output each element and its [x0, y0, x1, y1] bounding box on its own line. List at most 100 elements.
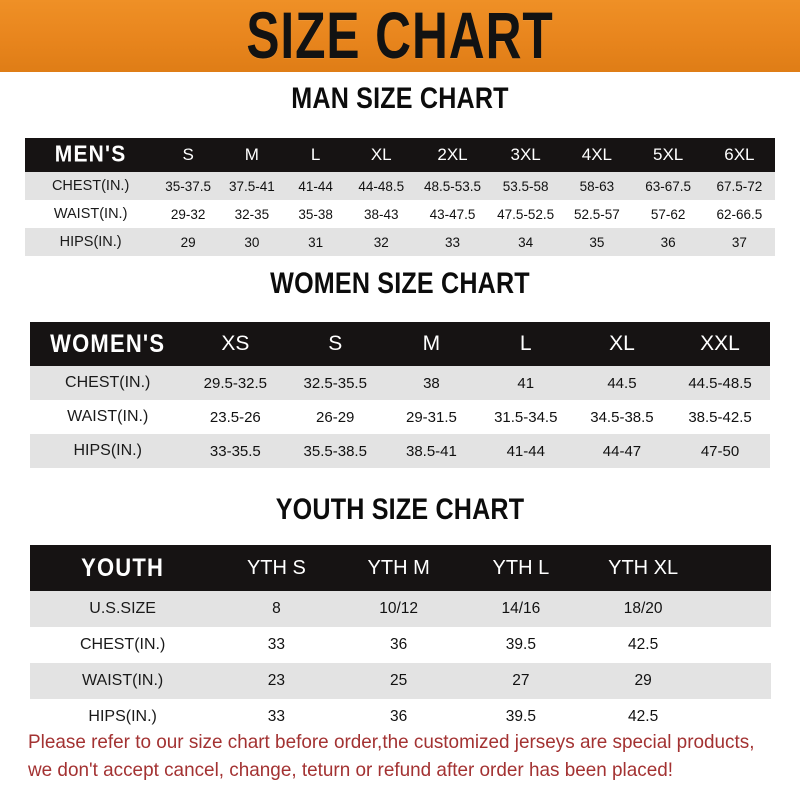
youth-row-label-chest: CHEST(IN.) [79, 636, 166, 653]
youth-chest-yths: 33 [267, 636, 286, 653]
youth-hips-ythl: 39.5 [505, 708, 536, 725]
men-hips-6xl: 37 [731, 234, 747, 250]
women-chest-xl: 44.5 [607, 374, 637, 392]
women-chest-xs: 29.5-32.5 [203, 374, 268, 392]
men-col-5xl: 5XL [653, 145, 684, 164]
women-size-table: WOMEN'S XS S M L XL XXL CHEST(IN.) 29.5-… [30, 322, 770, 468]
table-row: CHEST(IN.) 35-37.5 37.5-41 41-44 44-48.5… [25, 172, 775, 200]
women-waist-m: 29-31.5 [405, 408, 457, 426]
women-hips-xl: 44-47 [602, 442, 642, 460]
women-col-xl: XL [609, 332, 635, 355]
men-hips-l: 31 [308, 234, 324, 250]
men-row-label-chest: CHEST(IN.) [51, 178, 130, 194]
youth-chest-ythm: 36 [390, 636, 408, 653]
men-hips-m: 30 [244, 234, 260, 250]
man-section-title: MAN SIZE CHART [291, 81, 509, 115]
youth-waist-yths: 23 [267, 672, 286, 689]
men-header-row: MEN'S S M L XL 2XL 3XL 4XL 5XL 6XL [25, 138, 775, 172]
youth-header-row: YOUTH YTH S YTH M YTH L YTH XL [30, 545, 771, 591]
men-chest-5xl: 63-67.5 [645, 178, 692, 194]
page-banner: SIZE CHART [0, 0, 800, 72]
youth-col-spacer [704, 545, 771, 591]
youth-section-title: YOUTH SIZE CHART [275, 492, 525, 526]
women-table-body: CHEST(IN.) 29.5-32.5 32.5-35.5 38 41 44.… [30, 366, 770, 468]
women-waist-xxl: 38.5-42.5 [688, 408, 752, 426]
youth-col-ythl: YTH L [492, 556, 550, 579]
table-row: HIPS(IN.) 33-35.5 35.5-38.5 38.5-41 41-4… [30, 434, 770, 468]
men-hips-2xl: 33 [444, 234, 461, 250]
men-hips-3xl: 34 [518, 234, 534, 250]
men-chest-l: 41-44 [298, 178, 333, 194]
men-chest-s: 35-37.5 [165, 178, 212, 194]
men-col-3xl: 3XL [510, 145, 541, 164]
women-section-title: WOMEN SIZE CHART [270, 266, 530, 300]
men-row-label-waist: WAIST(IN.) [53, 206, 128, 222]
women-hips-xxl: 47-50 [700, 442, 740, 460]
women-hips-m: 38.5-41 [405, 442, 457, 460]
women-col-s: S [328, 332, 343, 355]
women-hips-l: 41-44 [506, 442, 545, 460]
youth-hips-yths: 33 [267, 708, 286, 725]
youth-chest-ythxl: 42.5 [628, 636, 659, 653]
men-waist-6xl: 62-66.5 [716, 206, 763, 222]
women-col-xxl: XXL [700, 332, 740, 355]
youth-ussize-ythxl: 18/20 [623, 600, 663, 617]
women-row-label-waist: WAIST(IN.) [67, 408, 149, 425]
men-col-m: M [244, 145, 259, 164]
women-waist-xl: 34.5-38.5 [590, 408, 654, 426]
men-col-s: S [182, 145, 194, 164]
women-col-xs: XS [221, 332, 250, 355]
youth-size-table: YOUTH YTH S YTH M YTH L YTH XL U.S.SIZE … [30, 545, 771, 735]
men-waist-3xl: 47.5-52.5 [497, 206, 555, 222]
youth-row-label-hips: HIPS(IN.) [88, 708, 157, 725]
women-row-label-chest: CHEST(IN.) [65, 374, 151, 391]
youth-hips-ythxl: 42.5 [628, 708, 659, 725]
women-waist-xs: 23.5-26 [209, 408, 261, 426]
table-row: U.S.SIZE 8 10/12 14/16 18/20 [30, 591, 771, 627]
youth-ussize-yths: 8 [272, 600, 281, 617]
table-row: CHEST(IN.) 33 36 39.5 42.5 [30, 627, 771, 663]
footer-line-1: Please refer to our size chart before or… [28, 731, 755, 753]
women-table-header: WOMEN'S XS S M L XL XXL [30, 322, 770, 366]
youth-cell-spacer [704, 663, 771, 699]
men-waist-2xl: 43-47.5 [429, 206, 476, 222]
women-hips-xs: 33-35.5 [209, 442, 261, 460]
youth-waist-ythxl: 29 [634, 672, 652, 689]
women-chest-xxl: 44.5-48.5 [688, 374, 752, 392]
women-col-m: M [422, 332, 441, 355]
men-table-body: CHEST(IN.) 35-37.5 37.5-41 41-44 44-48.5… [25, 172, 775, 256]
table-row: CHEST(IN.) 29.5-32.5 32.5-35.5 38 41 44.… [30, 366, 770, 400]
men-col-2xl: 2XL [437, 145, 468, 164]
men-col-4xl: 4XL [581, 145, 612, 164]
men-chest-6xl: 67.5-72 [716, 178, 763, 194]
footer-line-2: we don't accept cancel, change, teturn o… [28, 759, 674, 781]
youth-hips-ythm: 36 [390, 708, 408, 725]
youth-col-ythm: YTH M [367, 556, 430, 579]
youth-corner-label: YOUTH [81, 553, 165, 582]
women-waist-l: 31.5-34.5 [494, 408, 558, 426]
men-hips-5xl: 36 [660, 234, 676, 250]
men-chest-m: 37.5-41 [228, 178, 275, 194]
youth-cell-spacer [704, 591, 771, 627]
youth-row-label-waist: WAIST(IN.) [82, 672, 164, 689]
men-corner-label: MEN'S [54, 141, 127, 168]
men-table-header: MEN'S S M L XL 2XL 3XL 4XL 5XL 6XL [25, 138, 775, 172]
youth-col-ythxl: YTH XL [608, 556, 679, 579]
men-chest-xl: 44-48.5 [358, 178, 405, 194]
men-waist-s: 29-32 [170, 206, 206, 222]
men-hips-s: 29 [180, 234, 196, 250]
footer-disclaimer: Please refer to our size chart before or… [28, 728, 754, 784]
men-row-label-hips: HIPS(IN.) [59, 234, 122, 250]
women-col-l: L [519, 332, 532, 355]
men-waist-4xl: 52.5-57 [573, 206, 620, 222]
women-waist-s: 26-29 [316, 408, 355, 426]
table-row: WAIST(IN.) 29-32 32-35 35-38 38-43 43-47… [25, 200, 775, 228]
banner-title: SIZE CHART [246, 0, 554, 72]
table-row: HIPS(IN.) 33 36 39.5 42.5 [30, 699, 771, 735]
men-col-l: L [310, 145, 321, 164]
youth-cell-spacer [704, 627, 771, 663]
table-row: HIPS(IN.) 29 30 31 32 33 34 35 36 37 [25, 228, 775, 256]
youth-row-label-ussize: U.S.SIZE [89, 600, 156, 617]
men-col-xl: XL [370, 145, 392, 164]
men-hips-4xl: 35 [589, 234, 605, 250]
